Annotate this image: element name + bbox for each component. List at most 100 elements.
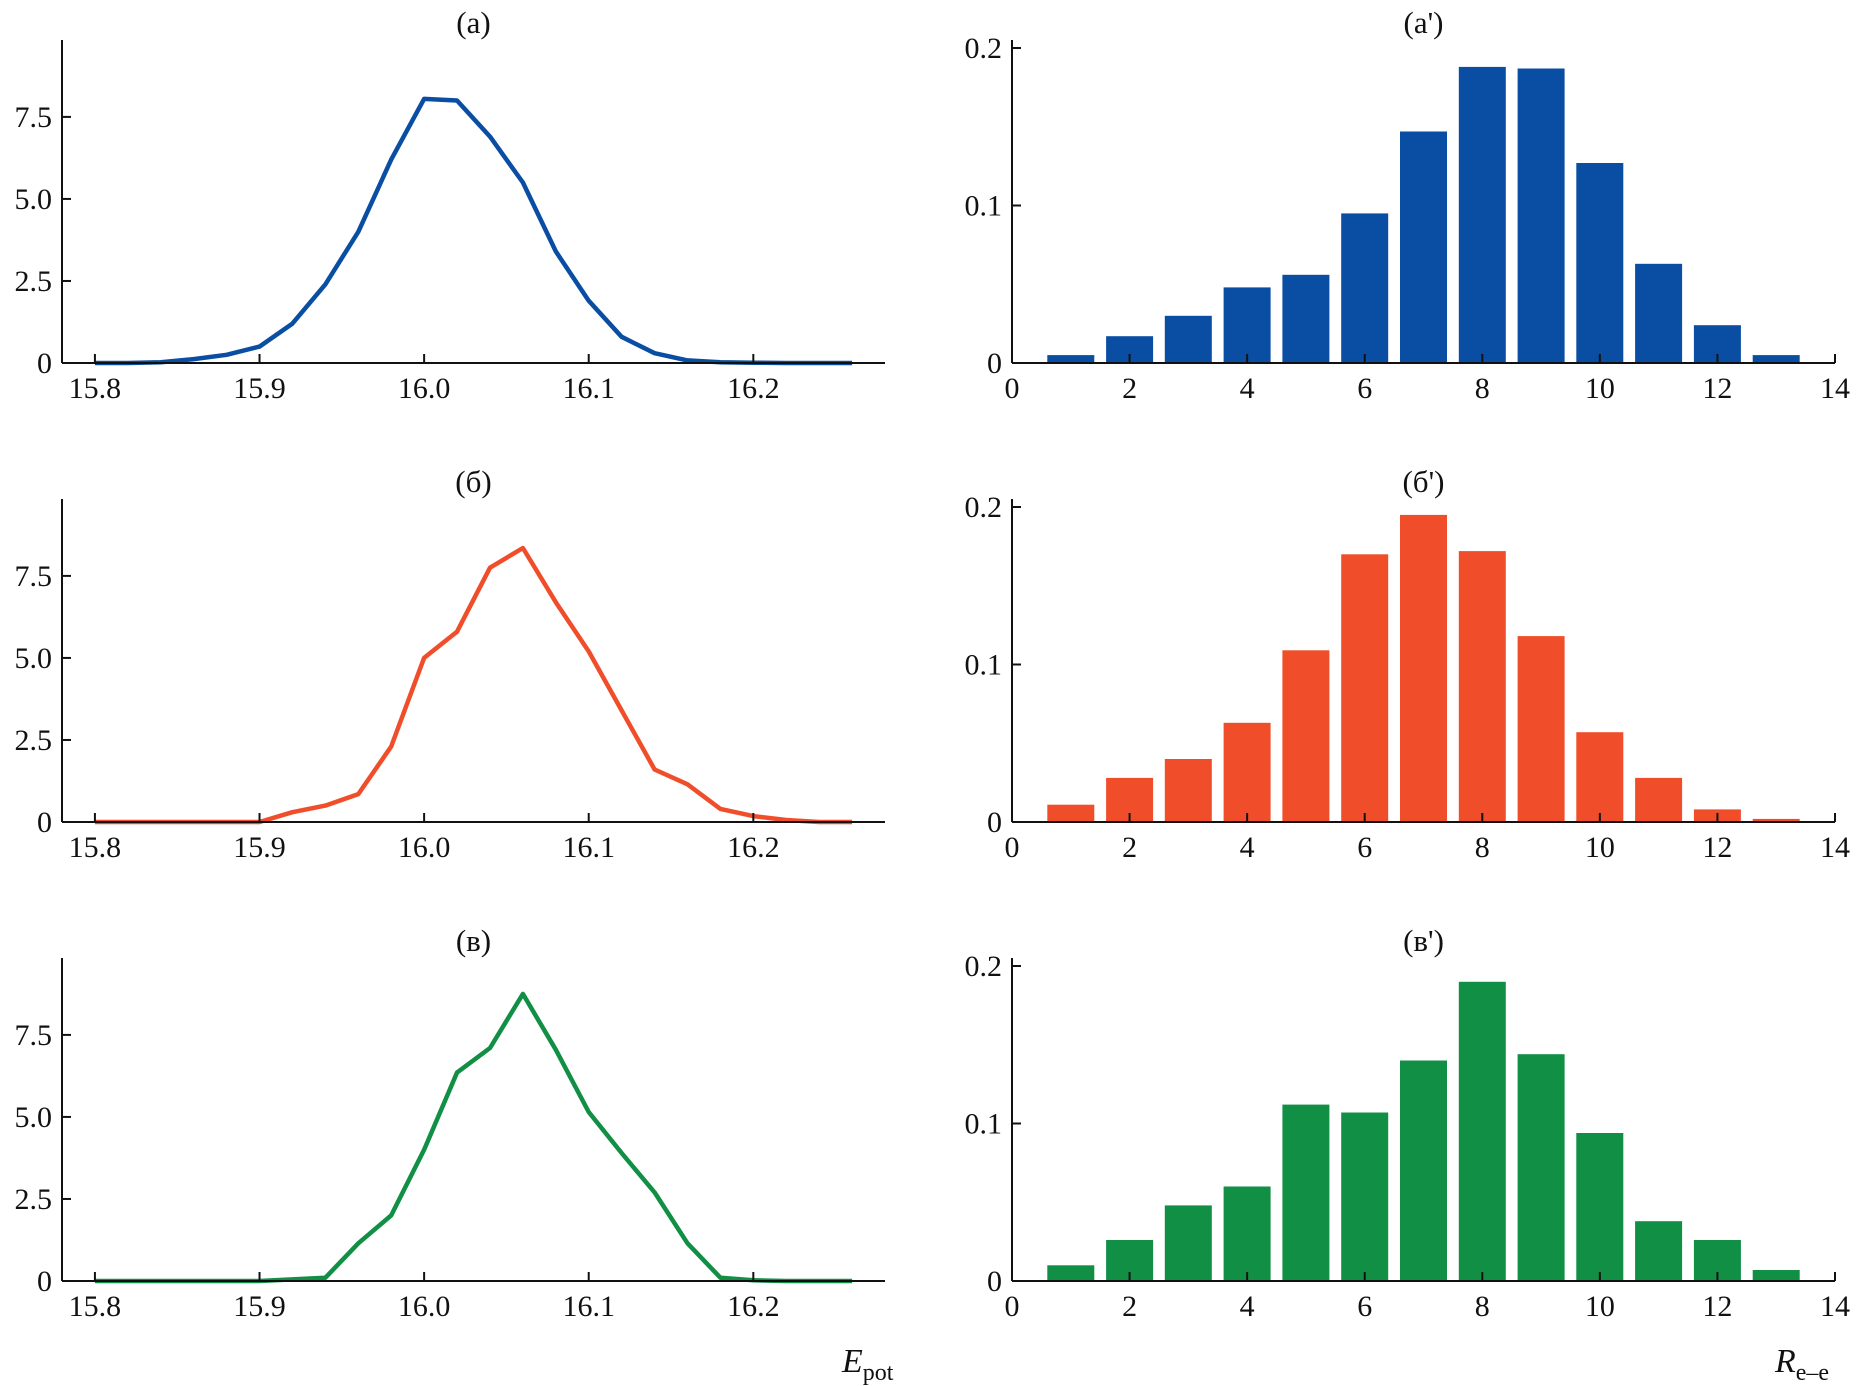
- panel-a2: (а') 0 2 4 6 8 10 12 14 0 0.1 0.2: [965, 5, 1851, 405]
- bar-v2-7: [1400, 1060, 1447, 1281]
- bar-a2-1: [1047, 355, 1095, 363]
- y-tick-label-b: 7.5: [15, 560, 53, 593]
- bar-b2-13: [1752, 818, 1800, 822]
- bar-a2-5: [1282, 274, 1330, 363]
- x-tick-label-v2: 10: [1585, 1290, 1615, 1323]
- y-tick-label-a: 0: [37, 347, 52, 380]
- panel-title-a: (а): [456, 5, 490, 40]
- bar-a2-9: [1517, 68, 1565, 363]
- bar-b2-3: [1164, 759, 1212, 822]
- y-tick-label-a2: 0.1: [965, 190, 1003, 223]
- x-tick-label-a2: 2: [1122, 372, 1137, 405]
- x-tick-label-a2: 14: [1820, 372, 1850, 405]
- x-tick-label-b: 16.2: [727, 831, 780, 864]
- y-tick-label-b2: 0.1: [965, 649, 1003, 682]
- bar-v2-13: [1752, 1270, 1800, 1281]
- panel-title-v2: (в'): [1403, 923, 1444, 958]
- x-tick-label-b2: 8: [1475, 831, 1490, 864]
- x-tick-label-b2: 0: [1005, 831, 1020, 864]
- panel-title-v: (в): [456, 923, 491, 958]
- panel-title-b2: (б'): [1402, 464, 1444, 499]
- bar-b2-4: [1223, 722, 1271, 822]
- x-tick-label-v: 16.1: [562, 1290, 615, 1323]
- panel-v2: (в') 0 2 4 6 8 10 12 14 0 0.1 0.2: [965, 923, 1851, 1323]
- x-tick-label-a: 15.8: [69, 372, 122, 405]
- bar-a2-7: [1400, 131, 1447, 363]
- bar-b2-11: [1635, 777, 1683, 822]
- y-tick-label-v: 7.5: [15, 1019, 53, 1052]
- x-tick-label-v2: 4: [1240, 1290, 1255, 1323]
- x-tick-label-v: 15.8: [69, 1290, 122, 1323]
- panel-v: (в) 15.8 15.9 16.0 16.1 16.2 0 2.5 5.0 7.5: [15, 923, 885, 1323]
- y-tick-label-b2: 0: [987, 806, 1002, 839]
- x-tick-label-a2: 10: [1585, 372, 1615, 405]
- y-tick-label-v: 2.5: [15, 1183, 53, 1216]
- x-tick-label-b2: 2: [1122, 831, 1137, 864]
- right-x-axis-label-main: R: [1774, 1343, 1796, 1380]
- y-tick-label-b: 0: [37, 806, 52, 839]
- x-tick-label-v: 16.2: [727, 1290, 780, 1323]
- left-x-axis-label: Epot: [841, 1343, 894, 1386]
- bar-v2-3: [1164, 1205, 1212, 1281]
- x-tick-label-b2: 10: [1585, 831, 1615, 864]
- y-tick-label-a: 5.0: [15, 183, 53, 216]
- x-tick-label-v2: 8: [1475, 1290, 1490, 1323]
- y-tick-label-a2: 0.2: [965, 32, 1003, 65]
- panel-title-a2: (а'): [1404, 5, 1444, 40]
- left-x-axis-label-main: E: [841, 1343, 863, 1380]
- bar-a2-10: [1576, 163, 1624, 363]
- y-tick-label-v: 5.0: [15, 1101, 53, 1134]
- x-tick-label-a2: 6: [1357, 372, 1372, 405]
- bar-v2-11: [1635, 1221, 1683, 1281]
- x-tick-label-a: 16.1: [562, 372, 615, 405]
- bar-b2-5: [1282, 650, 1330, 822]
- x-tick-label-a: 15.9: [233, 372, 286, 405]
- y-tick-label-a: 7.5: [15, 101, 53, 134]
- y-tick-label-v2: 0: [987, 1265, 1002, 1298]
- y-tick-label-a2: 0: [987, 347, 1002, 380]
- y-tick-label-b2: 0.2: [965, 491, 1003, 524]
- left-x-axis-label-sub: pot: [863, 1360, 894, 1386]
- x-tick-label-b: 15.9: [233, 831, 286, 864]
- x-tick-label-v2: 14: [1820, 1290, 1850, 1323]
- series-line-b: [94, 545, 853, 825]
- panel-title-b: (б): [455, 464, 491, 499]
- bar-a2-3: [1164, 315, 1212, 364]
- right-x-axis-label-sub: e–e: [1796, 1360, 1829, 1386]
- right-x-axis-label: Re–e: [1774, 1343, 1829, 1386]
- x-tick-label-v2: 2: [1122, 1290, 1137, 1323]
- series-line-v: [94, 991, 853, 1284]
- y-tick-label-v2: 0.2: [965, 950, 1003, 983]
- bar-v2-8: [1458, 981, 1506, 1282]
- bar-v2-6: [1341, 1112, 1389, 1281]
- x-tick-label-b2: 14: [1820, 831, 1850, 864]
- x-tick-label-a: 16.2: [727, 372, 780, 405]
- bar-b2-6: [1341, 554, 1389, 823]
- panel-b2: (б') 0 2 4 6 8 10 12 14 0 0.1 0.2: [965, 464, 1851, 864]
- bar-a2-6: [1341, 213, 1389, 363]
- x-tick-label-b: 16.1: [562, 831, 615, 864]
- x-tick-label-v2: 12: [1702, 1290, 1732, 1323]
- bar-b2-1: [1047, 804, 1095, 822]
- bar-b2-8: [1458, 551, 1506, 822]
- x-tick-label-a2: 12: [1702, 372, 1732, 405]
- panel-a: (а) 15.8 15.9 16.0 16.1 16.2 0 2.5 5.0 7.5: [15, 5, 885, 405]
- x-tick-label-b2: 6: [1357, 831, 1372, 864]
- bar-b2-10: [1576, 732, 1624, 822]
- x-tick-label-a: 16.0: [398, 372, 451, 405]
- bar-v2-4: [1223, 1186, 1271, 1281]
- bar-v2-5: [1282, 1104, 1330, 1281]
- y-tick-label-v2: 0.1: [965, 1108, 1003, 1141]
- y-tick-label-v: 0: [37, 1265, 52, 1298]
- bar-b2-9: [1517, 636, 1565, 822]
- bar-a2-4: [1223, 287, 1271, 363]
- series-line-a: [94, 96, 853, 366]
- y-tick-label-b: 2.5: [15, 724, 53, 757]
- x-tick-label-a2: 0: [1005, 372, 1020, 405]
- x-tick-label-b: 15.8: [69, 831, 122, 864]
- panels: (а) 15.8 15.9 16.0 16.1 16.2 0 2.5 5.0 7.5 (а') 0 2 4…: [15, 5, 1851, 1323]
- bar-v2-1: [1047, 1265, 1095, 1282]
- bar-a2-13: [1752, 355, 1800, 363]
- bar-b2-7: [1400, 514, 1447, 822]
